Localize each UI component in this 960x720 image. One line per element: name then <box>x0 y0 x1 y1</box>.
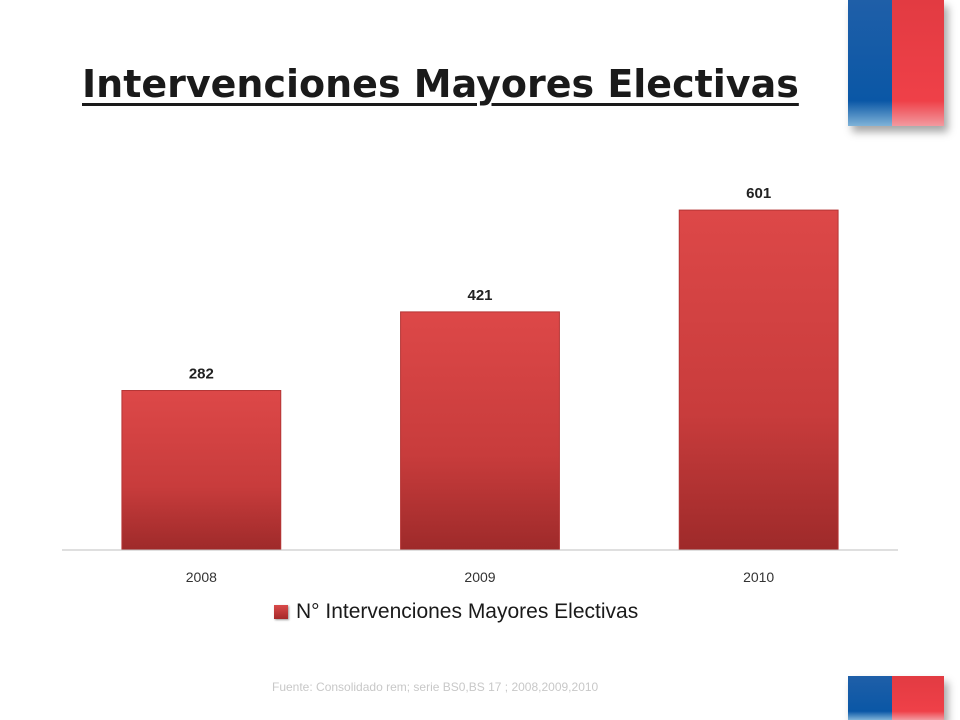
data-label-2010: 601 <box>746 185 771 202</box>
legend-label: N° Intervenciones Mayores Electivas <box>296 600 639 623</box>
x-tick-label-2010: 2010 <box>743 569 774 585</box>
x-tick-label-2008: 2008 <box>186 569 217 585</box>
source-note: Fuente: Consolidado rem; serie BS0,BS 17… <box>272 680 599 694</box>
data-label-2008: 282 <box>189 366 214 383</box>
bar-2010 <box>678 209 839 551</box>
legend-swatch <box>274 605 288 619</box>
bar-2008 <box>121 390 282 551</box>
bar-2009 <box>400 311 560 551</box>
legend: N° Intervenciones Mayores Electivas <box>274 600 638 624</box>
data-label-2009: 421 <box>467 287 492 304</box>
flag-decoration-bottom <box>848 676 944 720</box>
page-title: Intervenciones Mayores Electivas <box>82 62 799 106</box>
x-tick-label-2009: 2009 <box>464 569 495 585</box>
flag-decoration-top <box>848 0 944 126</box>
